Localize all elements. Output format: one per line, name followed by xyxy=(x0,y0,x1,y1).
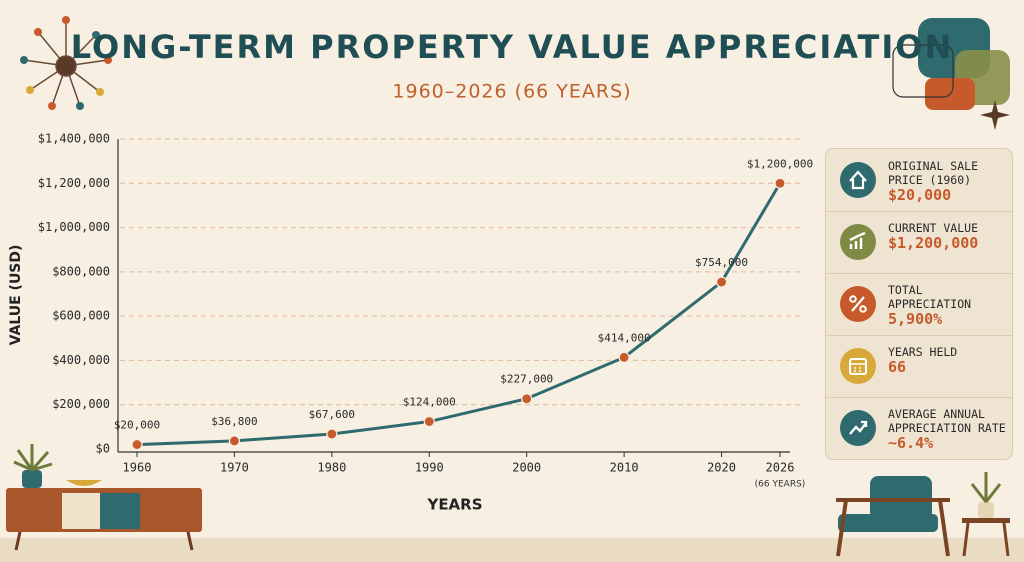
x-axis-label: YEARS xyxy=(426,496,482,514)
x-tick-label: 2000 xyxy=(512,461,541,475)
y-tick-label: $1,200,000 xyxy=(38,176,110,190)
value-label: $414,000 xyxy=(598,331,651,344)
value-label: $36,800 xyxy=(211,415,257,428)
y-tick-label: $1,400,000 xyxy=(38,132,110,146)
stat-value: $1,200,000 xyxy=(888,234,979,252)
y-tick-label: $1,000,000 xyxy=(38,220,110,234)
value-label: $227,000 xyxy=(500,373,553,386)
stat-value: 5,900% xyxy=(888,310,943,328)
stat-label-text: TOTAL APPRECIATION xyxy=(888,283,972,311)
y-tick-label: $600,000 xyxy=(52,309,110,323)
y-tick-label: $200,000 xyxy=(52,397,110,411)
stat-icon xyxy=(840,286,876,322)
chart-subtitle: 1960–2026 (66 YEARS) xyxy=(392,81,631,103)
x-tick-label: 1960 xyxy=(123,461,152,475)
stat-label: CURRENT VALUE $1,200,000 xyxy=(888,221,1010,252)
chair-decoration xyxy=(836,472,1010,557)
shapes-decoration xyxy=(892,18,1010,130)
starburst-decoration xyxy=(20,16,112,110)
y-axis-label: VALUE (USD) xyxy=(8,245,24,346)
marker xyxy=(423,415,435,428)
stat-label: YEARS HELD 66 xyxy=(888,345,1010,376)
stat-value: $20,000 xyxy=(888,186,952,204)
marker xyxy=(715,276,728,288)
stat-icon xyxy=(840,162,876,198)
y-tick-label: $800,000 xyxy=(52,264,110,278)
value-label: $67,600 xyxy=(309,408,355,421)
stat-label-text: ORIGINAL SALE PRICE (1960) xyxy=(888,159,979,187)
marker xyxy=(521,393,533,405)
stat-item: YEARS HELD 66 xyxy=(826,335,1012,398)
stat-item: CURRENT VALUE $1,200,000 xyxy=(826,211,1012,274)
stat-icon xyxy=(840,348,876,384)
value-label: $1,200,000 xyxy=(747,157,813,170)
floor xyxy=(0,538,1024,562)
chart-title: LONG-TERM PROPERTY VALUE APPRECIATION xyxy=(71,28,954,66)
stat-value: ~6.4% xyxy=(888,434,934,452)
x-tick-label: 1970 xyxy=(220,461,249,475)
sideboard-decoration xyxy=(6,444,202,551)
stat-item: AVERAGE ANNUAL APPRECIATION RATE ~6.4% xyxy=(826,397,1012,459)
line xyxy=(136,182,782,447)
value-label: $20,000 xyxy=(114,419,160,432)
marker xyxy=(618,351,630,363)
stat-value: 66 xyxy=(888,358,907,376)
marker xyxy=(326,428,338,440)
x-tick-label: 2010 xyxy=(610,461,639,475)
stat-label: AVERAGE ANNUAL APPRECIATION RATE ~6.4% xyxy=(888,407,1010,452)
y-tick-label: $0 xyxy=(96,442,110,456)
stat-label-text: YEARS HELD xyxy=(888,345,958,359)
stat-label-text: CURRENT VALUE xyxy=(888,221,979,235)
value-label: $754,000 xyxy=(695,256,748,269)
x-tick-label: 1990 xyxy=(415,461,444,475)
x-tick-label: 1980 xyxy=(317,461,346,475)
stat-item: TOTAL APPRECIATION 5,900% xyxy=(826,273,1012,336)
stat-item: ORIGINAL SALE PRICE (1960) $20,000 xyxy=(826,149,1012,212)
stat-label: ORIGINAL SALE PRICE (1960) $20,000 xyxy=(888,159,1010,204)
stat-icon xyxy=(840,410,876,446)
x-tick-label: 2020 xyxy=(707,461,736,475)
marker xyxy=(774,177,786,189)
marker xyxy=(228,435,241,447)
y-tick-label: $400,000 xyxy=(52,353,110,367)
stat-label-text: AVERAGE ANNUAL APPRECIATION RATE xyxy=(888,407,1006,435)
x-tick-label: 2026 xyxy=(766,461,795,475)
stat-icon xyxy=(840,224,876,260)
annotation: (66 YEARS) xyxy=(755,480,806,490)
stats-panel: ORIGINAL SALE PRICE (1960) $20,000 CURRENT… xyxy=(825,148,1013,460)
marker xyxy=(131,438,143,451)
value-label: $124,000 xyxy=(403,396,456,409)
stat-label: TOTAL APPRECIATION 5,900% xyxy=(888,283,1010,328)
